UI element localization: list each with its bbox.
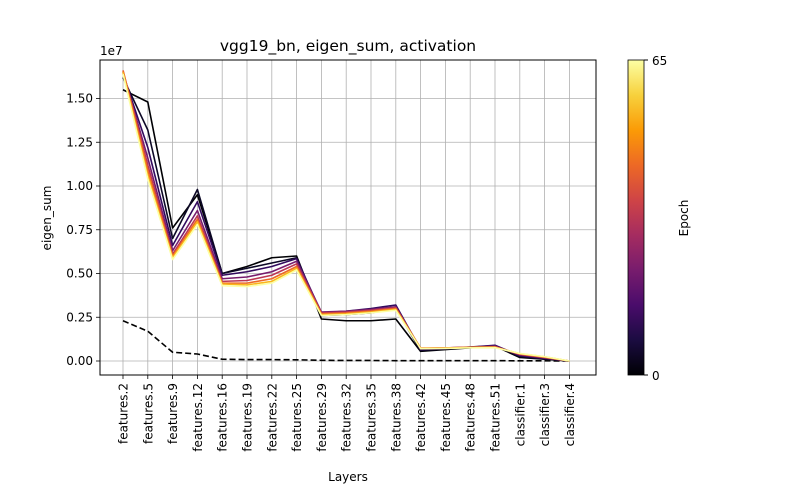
x-tick-label: features.22	[265, 383, 279, 452]
x-tick-label: features.16	[216, 383, 230, 452]
series-line-epoch-65	[122, 73, 570, 362]
y-tick-label: 1.50	[66, 92, 93, 106]
x-tick-label: features.38	[389, 383, 403, 452]
series-line-baseline-dashed	[122, 320, 570, 362]
y-tick-label: 1.25	[66, 135, 93, 149]
x-tick-label: classifier.3	[538, 383, 552, 446]
y-tick-label: 0.00	[66, 354, 93, 368]
x-tick-label: features.51	[489, 383, 503, 452]
series-lines	[122, 70, 570, 362]
x-tick-label: features.48	[464, 383, 478, 452]
x-tick-label: features.45	[439, 383, 453, 452]
x-tick-label: features.5	[141, 383, 155, 444]
y-ticks: 0.00 0.25 0.50 0.75 1.00 1.25 1.50	[66, 92, 100, 368]
x-tick-label: features.25	[290, 383, 304, 452]
x-tick-label: classifier.1	[513, 383, 527, 446]
x-axis-label: Layers	[328, 470, 368, 484]
y-tick-label: 1.00	[66, 179, 93, 193]
x-tick-label: features.2	[117, 383, 131, 444]
y-tick-label: 0.25	[66, 310, 93, 324]
colorbar-min-label: 0	[652, 369, 660, 383]
colorbar	[627, 59, 645, 376]
y-tick-label: 0.75	[66, 223, 93, 237]
y-axis-offset-label: 1e7	[100, 44, 123, 58]
x-tick-label: classifier.4	[563, 383, 577, 446]
grid	[100, 60, 596, 375]
x-ticks: features.2 features.5 features.9 features.1…	[117, 375, 577, 452]
chart-title: vgg19_bn, eigen_sum, activation	[220, 37, 476, 56]
colorbar-max-label: 65	[652, 54, 667, 68]
x-tick-label: features.35	[365, 383, 379, 452]
colorbar-label: Epoch	[677, 200, 691, 237]
y-axis-label: eigen_sum	[40, 186, 54, 251]
plot-frame	[99, 59, 597, 376]
x-tick-label: features.12	[191, 383, 205, 452]
x-tick-label: features.32	[340, 383, 354, 452]
x-tick-label: features.42	[414, 383, 428, 452]
x-tick-label: features.19	[241, 383, 255, 452]
y-tick-label: 0.50	[66, 267, 93, 281]
x-tick-label: features.9	[166, 383, 180, 444]
x-tick-label: features.29	[315, 383, 329, 452]
